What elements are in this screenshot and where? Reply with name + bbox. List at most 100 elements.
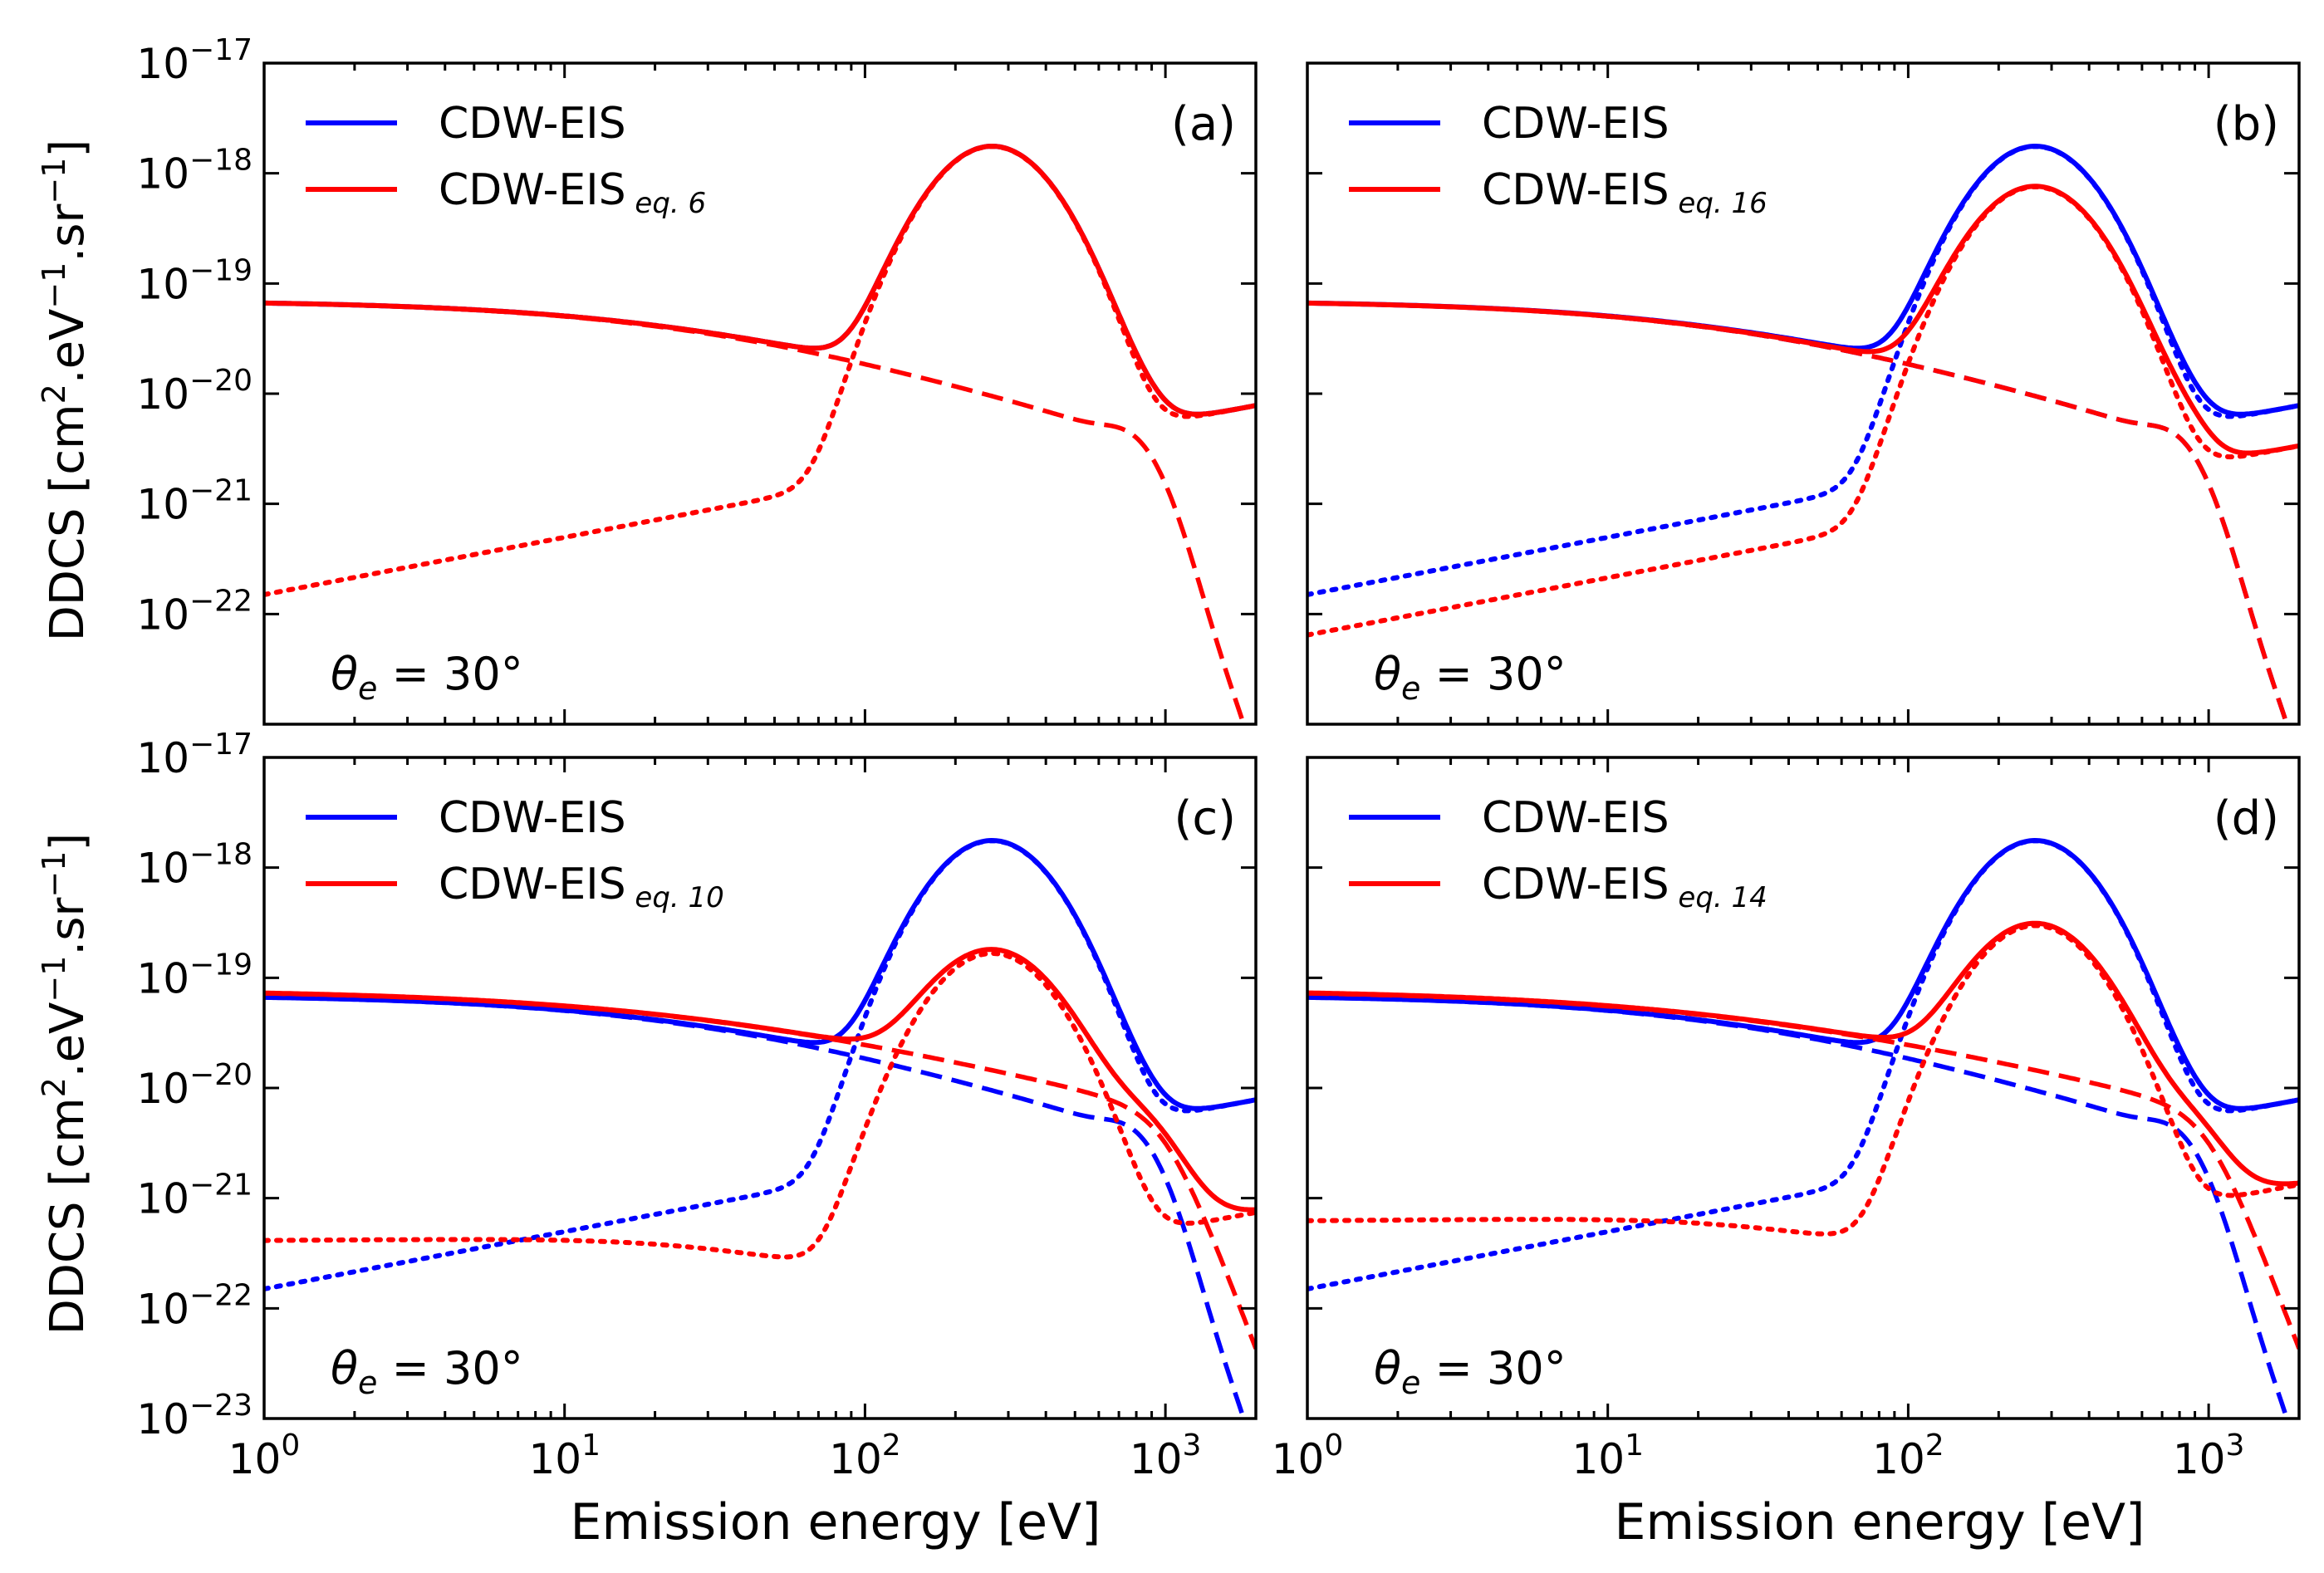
tick-base: 10 (228, 1435, 282, 1483)
angle-subscript: e (1401, 670, 1420, 707)
ylabel-sup: 2 (36, 1077, 72, 1097)
tick-exponent: −18 (189, 838, 253, 872)
tick-base: 10 (829, 1435, 882, 1483)
angle-theta: θ (331, 1342, 358, 1394)
panel-d-legend-blue-label: CDW-EIS (1482, 793, 1669, 843)
tick-base: 10 (136, 370, 189, 419)
legend-red-subscript: eq. 14 (1669, 881, 1768, 914)
panel-b-angle-label: θe = 30° (1374, 648, 1566, 707)
panel-d-blue-solid-line (1307, 837, 2299, 1111)
ylabel-top: DDCS [cm2.eV−1.sr−1] (36, 140, 95, 642)
tick-exponent: −23 (189, 1389, 253, 1423)
panel-b-legend-red-label: CDW-EIS eq. 16 (1482, 165, 1768, 220)
ylabel-part: .eV (41, 309, 95, 385)
panel-b-frame (1306, 61, 2301, 726)
tick-base: 10 (528, 1435, 581, 1483)
ylabel-part: .sr (41, 897, 95, 956)
panel-a-ytick-label: 10−21 (136, 474, 253, 529)
panel-c-legend-red-label: CDW-EIS eq. 10 (439, 860, 724, 914)
tick-base: 10 (1130, 1435, 1183, 1483)
legend-red-name: CDW-EIS (1482, 165, 1669, 215)
tick-exponent: 1 (1625, 1428, 1644, 1463)
tick-base: 10 (136, 481, 189, 529)
tick-exponent: 2 (1925, 1428, 1944, 1463)
ylabel-sup: −1 (36, 158, 72, 204)
tick-base: 10 (1872, 1435, 1925, 1483)
tick-exponent: 3 (2225, 1428, 2244, 1463)
ylabel-part: DDCS [cm (41, 1097, 95, 1335)
panel-c-legend-blue-label: CDW-EIS (439, 793, 626, 843)
angle-theta: θ (1374, 648, 1401, 700)
panel-a-legend-blue-label: CDW-EIS (439, 99, 626, 149)
tick-base: 10 (1571, 1435, 1625, 1483)
panel-a-label: (a) (1171, 97, 1236, 151)
tick-base: 10 (136, 150, 189, 198)
tick-exponent: −21 (189, 474, 253, 508)
panel-d-legend-red-label: CDW-EIS eq. 14 (1482, 860, 1768, 914)
panel-c-ytick-label: 10−21 (136, 1169, 253, 1223)
panel-d-xtick-label: 100 (1272, 1428, 1344, 1483)
panel-b-label: (b) (2214, 97, 2279, 151)
legend-red-subscript: eq. 16 (1669, 187, 1768, 220)
ylabel-bottom: DDCS [cm2.eV−1.sr−1] (36, 833, 95, 1335)
panel-d-red-solid-line (1307, 920, 2299, 1187)
panel-c-frame (262, 756, 1258, 1420)
panel-c-xtick-label: 102 (829, 1428, 901, 1483)
panel-a: 10−1710−1810−1910−2010−2110−22CDW-EISCDW… (136, 33, 1258, 726)
tick-exponent: −17 (189, 33, 253, 67)
tick-exponent: −19 (189, 253, 253, 287)
panel-a-angle-label: θe = 30° (331, 648, 523, 707)
ylabel-sup: −1 (36, 262, 72, 309)
angle-subscript: e (1401, 1365, 1420, 1401)
tick-exponent: −22 (189, 1278, 253, 1312)
panel-d-frame (1306, 756, 2301, 1420)
xlabel-left: Emission energy [eV] (571, 1493, 1101, 1551)
panel-c-label: (c) (1174, 791, 1236, 845)
panel-c-red-dotted-line (264, 951, 1256, 1260)
panel-d-curves (1307, 837, 2299, 1419)
panel-d-label: (d) (2214, 791, 2279, 845)
ylabel-part: DDCS [cm (41, 404, 95, 641)
tick-base: 10 (136, 1395, 189, 1443)
ylabel-sup: 2 (36, 384, 72, 404)
tick-exponent: −20 (189, 364, 253, 398)
tick-base: 10 (136, 590, 189, 639)
tick-base: 10 (136, 1175, 189, 1223)
panel-b-curves (1307, 143, 2299, 724)
angle-value: = 30° (1420, 1342, 1566, 1394)
tick-exponent: −20 (189, 1058, 253, 1092)
panel-b-red-solid-line (1307, 184, 2299, 456)
tick-base: 10 (1272, 1435, 1325, 1483)
tick-base: 10 (136, 845, 189, 893)
panel-c-red-solid-line (264, 947, 1256, 1213)
panel-c-xtick-label: 100 (228, 1428, 301, 1483)
panel-c-ytick-label: 10−22 (136, 1278, 253, 1333)
tick-exponent: 1 (581, 1428, 601, 1463)
panel-c-ytick-label: 10−18 (136, 838, 253, 893)
ylabel-sup: −1 (36, 851, 72, 898)
panel-a-ytick-label: 10−17 (136, 33, 253, 88)
panel-d-xtick-label: 103 (2173, 1428, 2245, 1483)
panel-d-xtick-label: 101 (1571, 1428, 1644, 1483)
tick-base: 10 (136, 1065, 189, 1113)
ylabel-part: .sr (41, 203, 95, 262)
tick-base: 10 (2173, 1435, 2226, 1483)
panel-c-ytick-label: 10−20 (136, 1058, 253, 1113)
legend-red-name: CDW-EIS (439, 165, 626, 215)
tick-base: 10 (136, 40, 189, 88)
tick-base: 10 (136, 1285, 189, 1333)
tick-exponent: 0 (1324, 1428, 1343, 1463)
legend-red-subscript: eq. 10 (626, 881, 724, 914)
tick-exponent: −22 (189, 584, 253, 618)
legend-red-name: CDW-EIS (1482, 860, 1669, 909)
panel-a-ytick-label: 10−20 (136, 364, 253, 419)
tick-exponent: −17 (189, 728, 253, 762)
legend-red-name: CDW-EIS (439, 860, 626, 909)
panels: 10−1710−1810−1910−2010−2110−22CDW-EISCDW… (136, 33, 2301, 1483)
